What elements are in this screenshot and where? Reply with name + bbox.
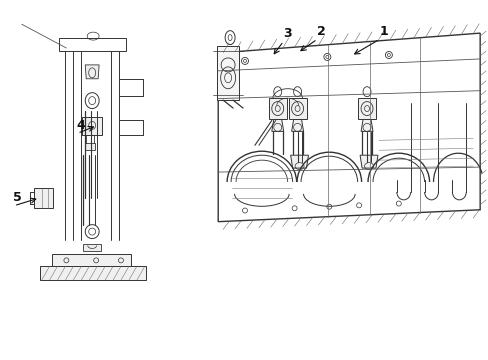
Polygon shape bbox=[51, 255, 131, 266]
Text: 5: 5 bbox=[13, 192, 22, 204]
Text: 2: 2 bbox=[316, 24, 325, 38]
Polygon shape bbox=[291, 120, 303, 131]
Polygon shape bbox=[34, 188, 53, 208]
Text: 4: 4 bbox=[77, 119, 85, 132]
Polygon shape bbox=[357, 98, 375, 120]
Polygon shape bbox=[217, 46, 239, 100]
Polygon shape bbox=[40, 266, 145, 280]
Text: 3: 3 bbox=[283, 27, 291, 40]
Text: 1: 1 bbox=[379, 24, 387, 38]
Polygon shape bbox=[83, 243, 101, 251]
Polygon shape bbox=[288, 98, 306, 120]
Polygon shape bbox=[360, 120, 372, 131]
Polygon shape bbox=[268, 98, 286, 120]
Polygon shape bbox=[359, 155, 377, 168]
Polygon shape bbox=[82, 117, 102, 135]
Polygon shape bbox=[85, 65, 99, 79]
Polygon shape bbox=[271, 120, 283, 131]
Polygon shape bbox=[290, 155, 308, 168]
Polygon shape bbox=[85, 143, 95, 150]
